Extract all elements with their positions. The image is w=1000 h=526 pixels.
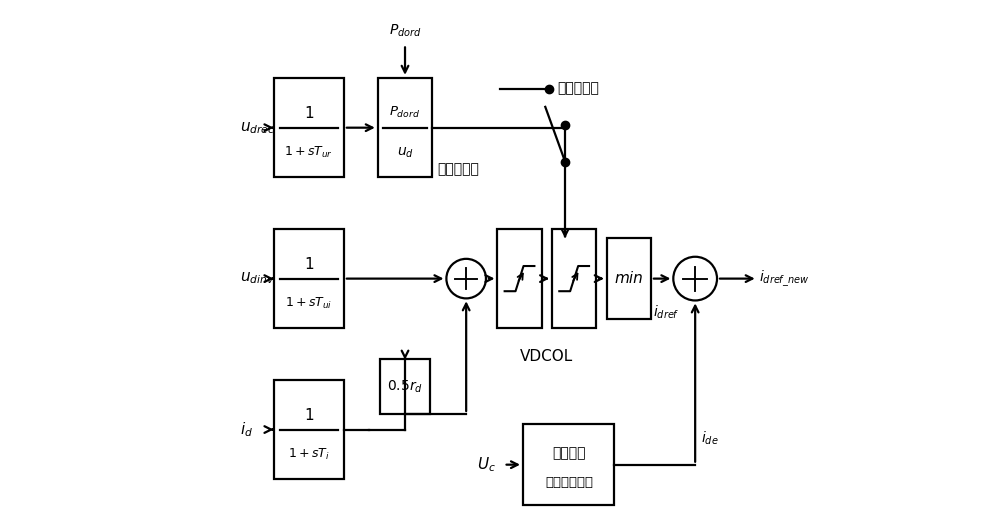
Text: VDCOL: VDCOL [520, 349, 573, 364]
Text: $1$: $1$ [304, 407, 314, 423]
Text: $U_c$: $U_c$ [477, 456, 495, 474]
Circle shape [673, 257, 717, 300]
Text: 定功率控制: 定功率控制 [438, 163, 479, 176]
Bar [523, 424, 614, 505]
Text: $i_d$: $i_d$ [240, 420, 253, 439]
Text: 紧急控制环节: 紧急控制环节 [545, 476, 593, 489]
Text: $0.5r_d$: $0.5r_d$ [387, 378, 423, 395]
Bar [497, 229, 542, 328]
Bar [274, 78, 344, 177]
Circle shape [446, 259, 486, 298]
Bar [552, 229, 596, 328]
Text: 定电流控制: 定电流控制 [557, 82, 599, 96]
Text: $u_{dinv}$: $u_{dinv}$ [240, 271, 274, 287]
Text: $P_{dord}$: $P_{dord}$ [389, 105, 421, 119]
Text: $1$: $1$ [304, 105, 314, 121]
Text: $i_{de}$: $i_{de}$ [701, 430, 719, 447]
Text: $P_{dord}$: $P_{dord}$ [389, 23, 421, 39]
Text: $1$: $1$ [304, 256, 314, 272]
Text: $i_{dref\_new}$: $i_{dref\_new}$ [759, 268, 809, 289]
Text: $i_{dref}$: $i_{dref}$ [653, 304, 680, 321]
Text: $u_d$: $u_d$ [397, 146, 414, 160]
Bar [274, 380, 344, 479]
Bar [274, 229, 344, 328]
Bar [607, 238, 651, 319]
Text: $u_{drec}$: $u_{drec}$ [240, 120, 275, 136]
Text: $1+sT_{ui}$: $1+sT_{ui}$ [285, 296, 332, 311]
Text: $1+sT_i$: $1+sT_i$ [288, 447, 330, 462]
Bar [378, 78, 432, 177]
Text: 电压稳定: 电压稳定 [552, 447, 586, 460]
Bar [380, 359, 430, 414]
Text: $1+sT_{ur}$: $1+sT_{ur}$ [284, 145, 333, 160]
Text: min: min [614, 271, 643, 286]
